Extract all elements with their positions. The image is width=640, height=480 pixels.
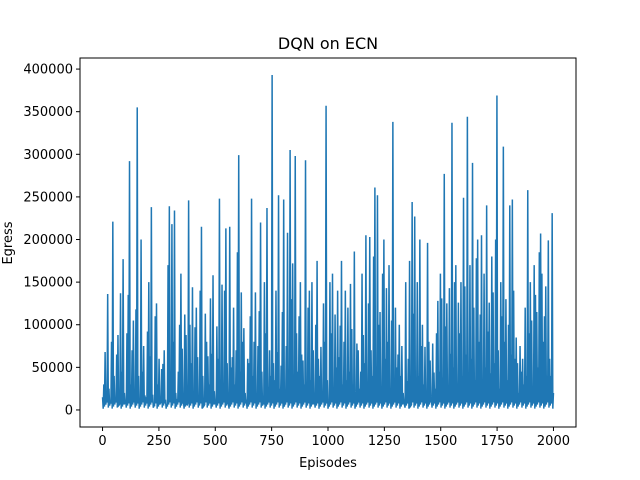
y-tick-label: 250000 bbox=[23, 190, 73, 205]
y-axis: 0 50000 100000 150000 200000 250000 300000 3500… bbox=[23, 63, 80, 418]
x-tick-label: 1250 bbox=[368, 434, 401, 449]
x-axis: 0 250 500 750 1000 1250 1500 1750 2000 bbox=[98, 427, 570, 449]
x-tick-label: 1750 bbox=[481, 434, 514, 449]
x-tick-label: 500 bbox=[203, 434, 228, 449]
x-tick-label: 0 bbox=[98, 434, 106, 449]
chart-title: DQN on ECN bbox=[278, 34, 378, 53]
y-tick-label: 300000 bbox=[23, 148, 73, 163]
x-tick-label: 250 bbox=[146, 434, 171, 449]
y-tick-label: 0 bbox=[65, 403, 73, 418]
y-tick-label: 200000 bbox=[23, 233, 73, 248]
y-tick-label: 50000 bbox=[32, 361, 73, 376]
plot-series bbox=[101, 75, 555, 410]
x-axis-label: Episodes bbox=[299, 456, 357, 471]
series-line bbox=[101, 75, 555, 410]
x-tick-label: 1000 bbox=[311, 434, 344, 449]
x-tick-label: 750 bbox=[259, 434, 284, 449]
y-tick-label: 350000 bbox=[23, 105, 73, 120]
y-tick-label: 400000 bbox=[23, 63, 73, 78]
x-tick-label: 1500 bbox=[424, 434, 457, 449]
y-tick-label: 100000 bbox=[23, 318, 73, 333]
y-tick-label: 150000 bbox=[23, 276, 73, 291]
y-axis-label: Egress bbox=[1, 221, 16, 264]
x-tick-label: 2000 bbox=[537, 434, 570, 449]
